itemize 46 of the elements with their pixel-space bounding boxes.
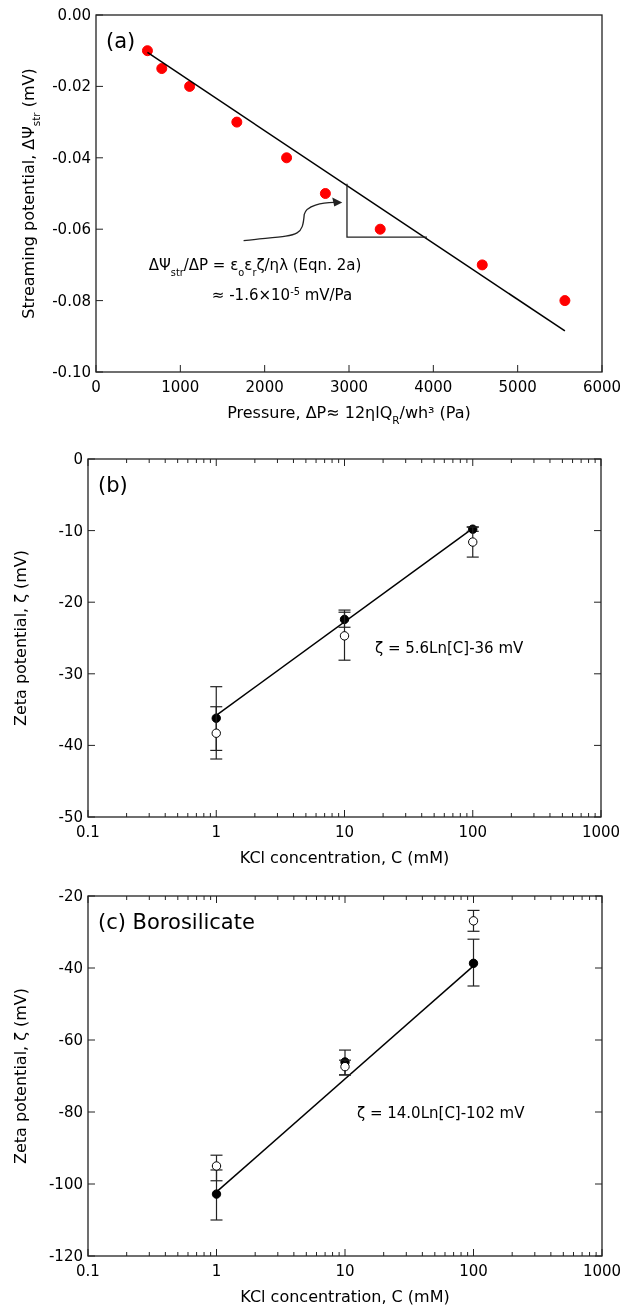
y-tick-label: -0.04 [52, 148, 91, 167]
x-tick-label: 0.1 [76, 1262, 100, 1280]
x-tick-label: 4000 [414, 378, 453, 396]
y-tick-label: -0.10 [52, 363, 91, 381]
y-tick-label: -0.08 [52, 291, 91, 310]
x-tick-label: 5000 [498, 378, 537, 396]
text: (b) [98, 473, 128, 497]
y-tick-label: -100 [48, 1175, 83, 1193]
x-tick-label: 1 [211, 823, 222, 841]
y-tick-label: -20 [58, 887, 83, 905]
x-tick-label: 6000 [582, 378, 622, 396]
y-tick-label: -60 [58, 1031, 83, 1049]
y-tick-label: -40 [58, 736, 83, 755]
y-tick-label: -30 [58, 664, 83, 683]
x-tick-label: 1 [211, 1262, 222, 1280]
y-axis-title: Zeta potential, ζ (mV) [11, 549, 30, 727]
x-axis-title: Pressure, ΔP≈ 12ηlQ$_{R}$/wh³ (Pa) [227, 403, 471, 426]
text: (a) [106, 29, 136, 53]
x-tick-label: 2000 [245, 378, 284, 396]
y-tick-label: -80 [58, 1103, 83, 1121]
x-tick-label: 1000 [582, 1262, 622, 1280]
y-tick-label: -50 [58, 808, 83, 826]
annotation: ζ = 14.0Ln[C]-102 mV [357, 1104, 526, 1122]
x-tick-label: 10 [335, 1262, 355, 1280]
x-tick-label: 100 [458, 823, 488, 841]
y-tick-label: 0.00 [57, 6, 91, 24]
annotation: ≈ -1.6×10$^{-5}$ mV/Pa [211, 285, 353, 304]
x-tick-label: 1000 [161, 378, 200, 396]
y-tick-label: -120 [48, 1247, 83, 1265]
x-tick-label: 10 [334, 823, 355, 841]
x-tick-label: 0.1 [76, 823, 100, 841]
annotation: ΔΨ$_{str}$/ΔP = ε$_{o}$ε$_{r}$ζ/ηλ (Eqn. 2a) [148, 256, 362, 278]
y-tick-label: 0 [73, 450, 83, 468]
x-tick-label: 100 [459, 1262, 488, 1280]
y-tick-label: -0.02 [52, 77, 91, 96]
text: (c) Borosilicate [98, 910, 255, 934]
y-tick-label: -20 [58, 593, 83, 612]
x-axis-title: KCl concentration, C (mM) [240, 1287, 450, 1306]
y-tick-label: -40 [58, 959, 83, 977]
x-tick-label: 3000 [329, 378, 369, 396]
y-axis-title: Zeta potential, ζ (mV) [11, 987, 30, 1165]
annotation: ζ = 5.6Ln[C]-36 mV [375, 639, 525, 657]
y-tick-label: -10 [58, 521, 83, 540]
y-tick-label: -0.06 [52, 220, 91, 239]
x-tick-label: 1000 [581, 823, 621, 841]
x-axis-title: KCl concentration, C (mM) [239, 848, 450, 867]
